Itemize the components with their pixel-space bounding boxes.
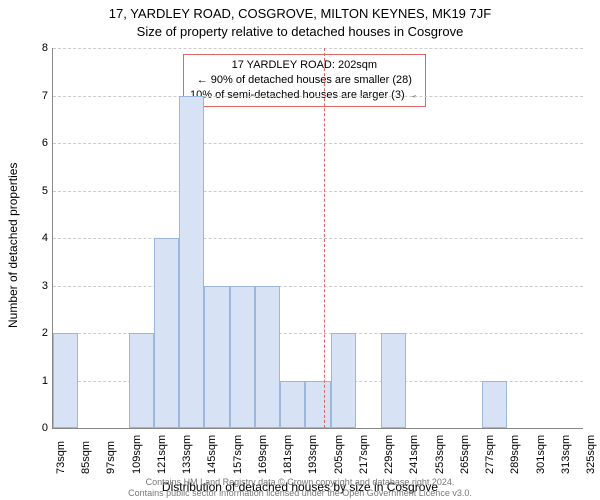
footer: Contains HM Land Registry data © Crown c…	[0, 477, 600, 498]
title-main: 17, YARDLEY ROAD, COSGROVE, MILTON KEYNE…	[0, 6, 600, 21]
histogram-bar	[230, 286, 255, 429]
gridline	[53, 191, 583, 192]
x-tick-label: 301sqm	[535, 435, 547, 474]
histogram-bar	[154, 238, 179, 428]
x-tick-label: 73sqm	[55, 441, 67, 474]
info-box: 17 YARDLEY ROAD: 202sqm ← 90% of detache…	[183, 54, 426, 107]
reference-line	[324, 48, 325, 428]
histogram-bar	[305, 381, 330, 429]
x-tick-label: 229sqm	[383, 435, 395, 474]
histogram-bar	[179, 96, 204, 429]
y-tick-label: 2	[34, 327, 48, 339]
x-tick-label: 325sqm	[585, 435, 597, 474]
x-tick-label: 85sqm	[80, 441, 92, 474]
y-tick-label: 3	[34, 280, 48, 292]
x-tick-label: 121sqm	[156, 435, 168, 474]
gridline	[53, 143, 583, 144]
histogram-bar	[381, 333, 406, 428]
histogram-bar	[129, 333, 154, 428]
x-tick-label: 169sqm	[257, 435, 269, 474]
x-tick-label: 289sqm	[509, 435, 521, 474]
y-tick-label: 4	[34, 232, 48, 244]
y-tick-label: 8	[34, 42, 48, 54]
x-tick-label: 97sqm	[105, 441, 117, 474]
x-tick-label: 253sqm	[434, 435, 446, 474]
x-tick-label: 241sqm	[408, 435, 420, 474]
gridline	[53, 48, 583, 49]
x-tick-label: 217sqm	[358, 435, 370, 474]
plot-area: 17 YARDLEY ROAD: 202sqm ← 90% of detache…	[52, 48, 583, 429]
y-tick-label: 6	[34, 137, 48, 149]
histogram-bar	[331, 333, 356, 428]
x-tick-label: 133sqm	[181, 435, 193, 474]
histogram-bar	[53, 333, 78, 428]
footer-line-1: Contains HM Land Registry data © Crown c…	[0, 477, 600, 487]
histogram-bar	[255, 286, 280, 429]
x-tick-label: 277sqm	[484, 435, 496, 474]
gridline	[53, 238, 583, 239]
x-tick-label: 265sqm	[459, 435, 471, 474]
y-tick-label: 5	[34, 185, 48, 197]
y-tick-label: 0	[34, 422, 48, 434]
x-tick-label: 145sqm	[206, 435, 218, 474]
histogram-bar	[280, 381, 305, 429]
info-line-1: 17 YARDLEY ROAD: 202sqm	[190, 58, 419, 73]
gridline	[53, 286, 583, 287]
x-tick-label: 181sqm	[282, 435, 294, 474]
x-tick-label: 109sqm	[131, 435, 143, 474]
info-line-2: ← 90% of detached houses are smaller (28…	[190, 73, 419, 88]
histogram-bar	[204, 286, 229, 429]
x-tick-label: 157sqm	[232, 435, 244, 474]
y-axis-label: Number of detached properties	[6, 163, 20, 328]
gridline	[53, 96, 583, 97]
y-tick-label: 7	[34, 90, 48, 102]
footer-line-2: Contains public sector information licen…	[0, 488, 600, 498]
x-tick-label: 193sqm	[307, 435, 319, 474]
title-sub: Size of property relative to detached ho…	[0, 24, 600, 39]
x-tick-label: 205sqm	[333, 435, 345, 474]
histogram-bar	[482, 381, 507, 429]
x-tick-label: 313sqm	[560, 435, 572, 474]
y-tick-label: 1	[34, 375, 48, 387]
chart-container: 17, YARDLEY ROAD, COSGROVE, MILTON KEYNE…	[0, 0, 600, 500]
